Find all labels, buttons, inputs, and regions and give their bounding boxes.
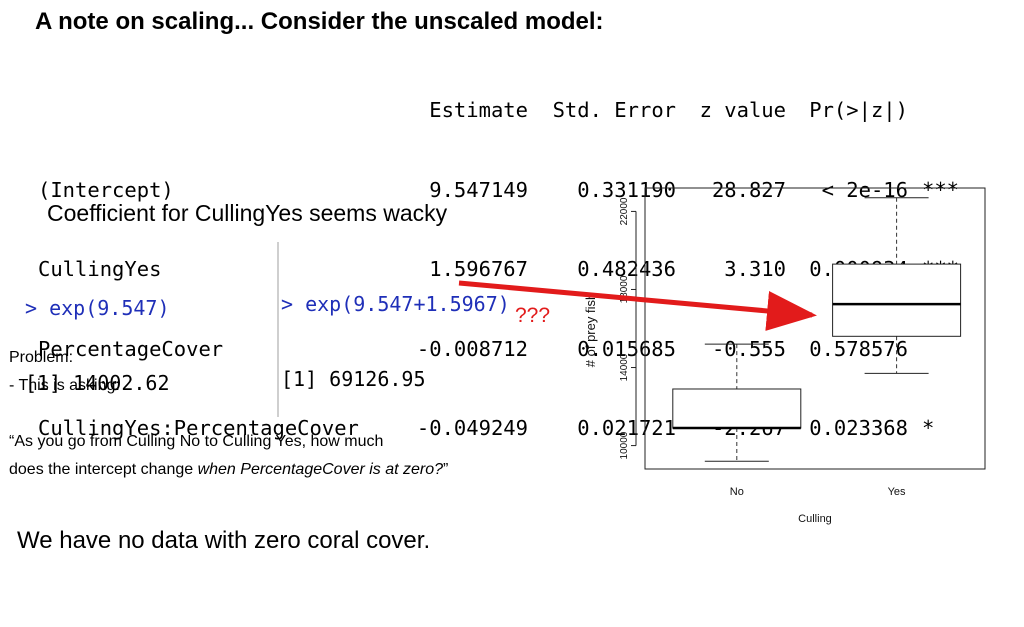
coef-z-value: -0.555 bbox=[711, 336, 786, 361]
coef-signif: * bbox=[922, 416, 935, 440]
console-output-1: > exp(9.547) [1] 14002.62 bbox=[25, 246, 170, 421]
quote-end: ” bbox=[443, 461, 449, 478]
coef-header-row: Estimate Std. Error z value Pr(>|z|) bbox=[38, 97, 998, 124]
problem-heading: Problem: bbox=[9, 349, 74, 366]
x-tick-label: No bbox=[730, 486, 744, 498]
coef-estimate: -0.049249 bbox=[416, 416, 528, 440]
coef-std-error: 0.021721 bbox=[577, 416, 676, 440]
question-marks: ??? bbox=[515, 304, 551, 327]
coef-estimate: 1.596767 bbox=[429, 257, 528, 281]
coef-name: (Intercept) bbox=[38, 177, 174, 202]
coef-std-error: 0.331190 bbox=[577, 177, 676, 202]
coef-p-value: 0.578576 bbox=[809, 336, 908, 361]
coef-z-value: 3.310 bbox=[724, 257, 786, 281]
console-prompt: > exp(9.547) bbox=[25, 296, 170, 320]
coef-p-value: < 2e-16 bbox=[821, 177, 908, 202]
coef-estimate: 9.547149 bbox=[429, 177, 528, 202]
coef-z-value: 28.827 bbox=[711, 177, 786, 202]
coef-name: CullingYes bbox=[38, 257, 162, 281]
x-tick-label: Yes bbox=[888, 486, 906, 498]
quote-text: does the intercept change bbox=[9, 461, 198, 478]
console-result: [1] 14002.62 bbox=[25, 371, 170, 395]
problem-text: Problem: - This is asking: “As you go fr… bbox=[9, 344, 448, 484]
quote-italic: when PercentageCover is at zero? bbox=[197, 461, 444, 478]
x-axis-label: Culling bbox=[798, 513, 832, 525]
subtitle: Coefficient for CullingYes seems wacky bbox=[47, 200, 448, 226]
problem-asking: - This is asking: bbox=[9, 377, 120, 394]
coef-estimate: -0.008712 bbox=[416, 336, 528, 361]
header-z-value: z value bbox=[699, 98, 786, 122]
coef-std-error: 0.482436 bbox=[577, 257, 676, 281]
console-prompt: > exp(9.547+1.5967) bbox=[281, 292, 510, 316]
problem-quote-line1: “As you go from Culling No to Culling Ye… bbox=[9, 433, 384, 450]
bottom-note: We have no data with zero coral cover. bbox=[17, 527, 431, 554]
coef-name: CullingYes:PercentageCover bbox=[38, 416, 359, 440]
coef-p-value: 0.000934 bbox=[809, 257, 908, 281]
problem-quote-line2: does the intercept change when Percentag… bbox=[9, 456, 448, 484]
coef-z-value: -2.267 bbox=[711, 416, 786, 440]
console-result: [1] 69126.95 bbox=[281, 367, 426, 391]
coef-row: CullingYes 1.596767 0.482436 3.310 0.000… bbox=[38, 256, 998, 283]
header-std-error: Std. Error bbox=[552, 98, 676, 122]
coef-signif: *** bbox=[922, 257, 960, 281]
coef-name: PercentageCover bbox=[38, 336, 224, 361]
slide-title: A note on scaling... Consider the unscal… bbox=[35, 8, 604, 35]
header-estimate: Estimate bbox=[429, 98, 528, 122]
coef-std-error: 0.015685 bbox=[577, 336, 676, 361]
header-p-value: Pr(>|z|) bbox=[809, 98, 908, 122]
coef-p-value: 0.023368 bbox=[809, 416, 908, 440]
coef-signif: *** bbox=[922, 177, 960, 202]
